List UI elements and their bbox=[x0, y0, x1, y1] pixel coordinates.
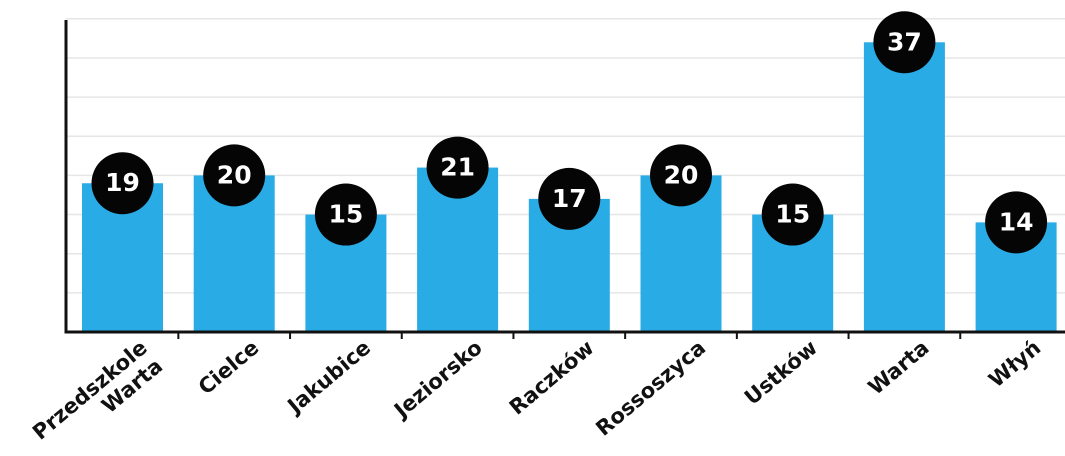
data-label: 21 bbox=[440, 153, 475, 182]
data-label: 15 bbox=[329, 200, 364, 229]
data-label: 14 bbox=[999, 207, 1034, 236]
value-badge bbox=[873, 11, 936, 74]
tick-label-line: Jeziorsko bbox=[388, 335, 487, 423]
tick-label: PrzedszkoleWarta bbox=[28, 335, 167, 456]
value-badge bbox=[650, 144, 712, 207]
tick-label: Jakubice bbox=[282, 335, 375, 419]
value-badge bbox=[426, 136, 489, 199]
value-badge bbox=[203, 144, 266, 207]
data-label: 19 bbox=[105, 168, 140, 197]
tick-label-line: Cielce bbox=[194, 335, 264, 399]
tick-label-line: Jakubice bbox=[282, 335, 375, 419]
axes bbox=[64, 20, 1065, 339]
tick-label: Włyń bbox=[984, 335, 1045, 392]
tick-label: Cielce bbox=[194, 335, 264, 399]
value-badge bbox=[985, 191, 1048, 254]
data-label: 17 bbox=[552, 184, 587, 213]
category-labels: PrzedszkoleWarta Cielce Jakubice Jeziorsko R… bbox=[28, 335, 1045, 456]
value-badge bbox=[314, 183, 377, 246]
tick-label-line: Warta bbox=[864, 335, 934, 399]
data-label: 20 bbox=[217, 160, 252, 189]
value-badge bbox=[538, 167, 601, 230]
tick-label: Rossoszyca bbox=[591, 335, 710, 440]
tick-label: Ustków bbox=[740, 335, 822, 409]
value-badge bbox=[761, 183, 824, 246]
value-badges: 19 20 15 21 17 20 15 37 14 bbox=[91, 11, 1048, 254]
tick-label-line: Raczków bbox=[505, 335, 599, 419]
tick-label: Warta bbox=[864, 335, 934, 399]
tick-label-line: Włyń bbox=[984, 335, 1045, 392]
data-label: 15 bbox=[775, 200, 810, 229]
bar bbox=[863, 42, 945, 332]
tick-label: Raczków bbox=[505, 335, 599, 419]
tick-label-line: Rossoszyca bbox=[591, 335, 710, 440]
tick-label: Jeziorsko bbox=[388, 335, 487, 423]
data-label: 20 bbox=[664, 160, 699, 189]
data-label: 37 bbox=[887, 27, 922, 56]
value-badge bbox=[91, 152, 154, 215]
bars bbox=[82, 42, 1057, 332]
tick-label-line: Ustków bbox=[740, 335, 822, 409]
